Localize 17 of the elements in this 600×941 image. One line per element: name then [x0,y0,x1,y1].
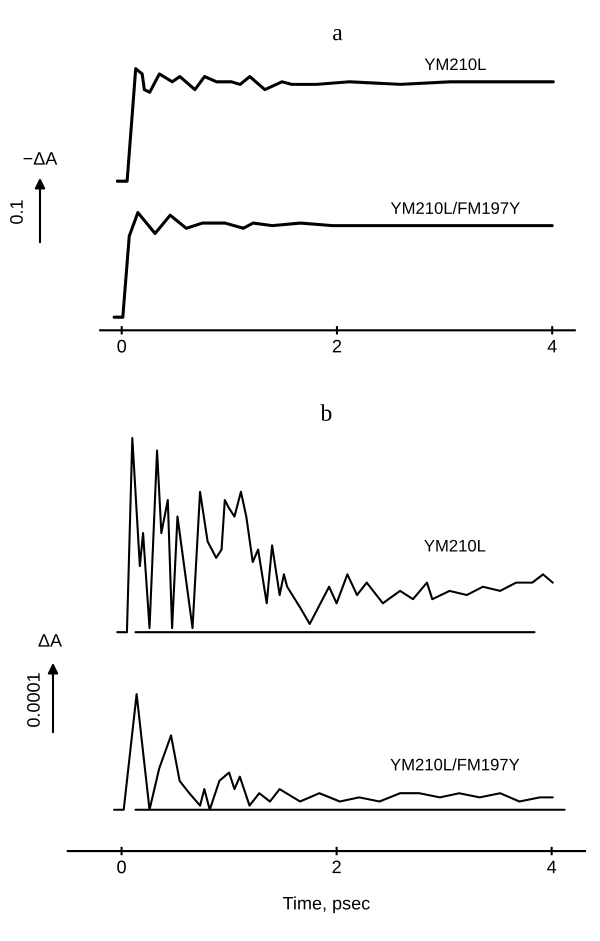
x-axis-title: Time, psec [283,896,370,914]
x-tick-label: 4 [547,860,556,874]
series-label: YM210L/FM197Y [390,758,520,770]
series-label: YM210L [424,540,486,552]
text: ΔA [38,634,62,647]
x-tick-label: 0 [117,860,126,874]
x-tick-label: 2 [332,340,342,352]
chart-title: b [320,404,332,421]
text: 0.1 [10,200,23,224]
series-label: YM210L/FM197Y [390,202,520,214]
series-label: YM210L [424,58,486,70]
chart-title: a [333,29,342,40]
x-tick-label: 4 [548,340,557,352]
text: −ΔA [24,152,58,165]
x-tick-label: 0 [117,340,126,353]
x-tick-label: 2 [332,860,341,874]
text: 0.0001 [27,673,40,727]
